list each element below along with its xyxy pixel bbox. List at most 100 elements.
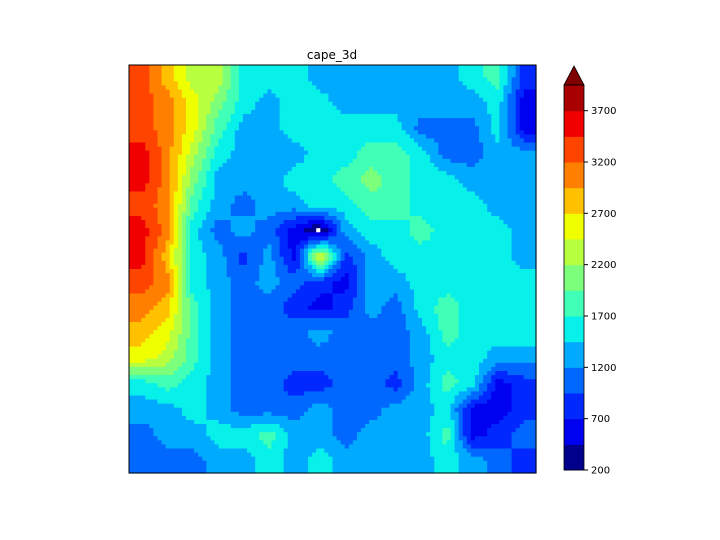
- contour-fill-cell: [308, 464, 334, 470]
- contour-fill-cell: [352, 260, 366, 266]
- contour-fill-cell: [185, 97, 199, 103]
- contour-fill-cell: [218, 138, 236, 144]
- contour-fill-cell: [161, 146, 171, 152]
- contour-fill-cell: [299, 256, 305, 262]
- contour-fill-cell: [462, 407, 472, 413]
- contour-fill-cell: [344, 191, 411, 197]
- contour-fill-cell: [438, 301, 460, 307]
- contour-fill-cell: [181, 175, 191, 180]
- contour-fill-cell: [308, 252, 313, 258]
- contour-fill-cell: [304, 256, 309, 262]
- contour-fill-cell: [304, 260, 309, 266]
- contour-fill-cell: [206, 256, 228, 262]
- contour-fill-cell: [450, 342, 537, 348]
- contour-fill-cell: [442, 436, 452, 441]
- contour-fill-cell: [434, 358, 484, 364]
- contour-fill-cell: [458, 305, 537, 311]
- contour-fill-cell: [328, 228, 334, 233]
- contour-fill-cell: [279, 118, 399, 123]
- contour-fill-cell: [511, 248, 537, 254]
- contour-fill-cell: [210, 330, 232, 335]
- contour-fill-cell: [401, 305, 415, 311]
- contour-fill-cell: [149, 89, 171, 95]
- contour-fill-cell: [291, 167, 342, 172]
- contour-fill-cell: [515, 260, 537, 266]
- contour-fill-cell: [283, 456, 309, 462]
- contour-fill-cell: [519, 85, 537, 91]
- contour-fill-cell: [177, 244, 183, 250]
- contour-fill-cell: [226, 89, 240, 95]
- contour-fill-cell: [287, 264, 301, 270]
- contour-fill-cell: [279, 424, 334, 429]
- contour-fill-cell: [332, 301, 354, 307]
- contour-fill-cell: [495, 379, 505, 384]
- contour-fill-cell: [511, 240, 537, 246]
- contour-fill-cell: [169, 232, 175, 237]
- contour-fill-cell: [397, 269, 537, 274]
- contour-fill-cell: [177, 273, 183, 278]
- contour-fill-cell: [479, 383, 488, 388]
- contour-fill-cell: [169, 150, 183, 156]
- contour-fill-cell: [434, 403, 452, 409]
- contour-fill-cell: [181, 293, 187, 299]
- contour-fill-cell: [458, 69, 484, 74]
- contour-fill-cell: [129, 297, 163, 303]
- contour-fill-cell: [210, 142, 220, 148]
- contour-fill-cell: [181, 240, 187, 246]
- contour-fill-cell: [149, 73, 163, 78]
- contour-fill-cell: [381, 183, 411, 188]
- contour-fill-cell: [336, 269, 358, 274]
- contour-fill-cell: [515, 113, 521, 119]
- contour-fill-cell: [185, 346, 199, 352]
- contour-fill-cell: [344, 232, 362, 237]
- contour-fill-cell: [348, 195, 411, 201]
- contour-fill-cell: [340, 264, 358, 270]
- contour-fill-cell: [206, 150, 216, 156]
- contour-fill-cell: [275, 432, 289, 437]
- contour-fill-cell: [491, 391, 513, 397]
- contour-fill-cell: [129, 97, 155, 103]
- contour-fill-cell: [149, 150, 163, 156]
- contour-fill-cell: [275, 232, 289, 237]
- contour-fill-cell: [336, 232, 346, 237]
- contour-fill-cell: [511, 232, 537, 237]
- contour-fill-cell: [202, 240, 220, 246]
- contour-fill-cell: [177, 162, 187, 168]
- contour-fill-cell: [214, 118, 232, 123]
- contour-fill-cell: [202, 220, 216, 225]
- contour-fill-cell: [190, 273, 207, 278]
- contour-fill-cell: [185, 101, 199, 107]
- contour-fill-cell: [356, 273, 366, 278]
- contour-fill-cell: [462, 432, 472, 437]
- contour-fill-cell: [393, 264, 521, 270]
- contour-fill-cell: [381, 175, 411, 180]
- contour-fill-cell: [304, 199, 354, 205]
- contour-fill-cell: [230, 289, 264, 295]
- contour-fill-cell: [149, 309, 171, 315]
- contour-fill-cell: [405, 313, 419, 319]
- contour-fill-cell: [409, 158, 431, 164]
- contour-fill-cell: [340, 260, 354, 266]
- contour-fill-cell: [129, 101, 155, 107]
- contour-fill-cell: [173, 69, 187, 74]
- contour-fill-cell: [169, 191, 175, 197]
- contour-fill-cell: [222, 73, 232, 78]
- contour-fill-cell: [173, 215, 179, 221]
- contour-fill-cell: [161, 297, 171, 303]
- contour-fill-cell: [129, 73, 150, 78]
- contour-fill-cell: [190, 256, 207, 262]
- contour-fill-cell: [177, 309, 183, 315]
- contour-fill-cell: [287, 228, 305, 233]
- contour-fill-cell: [324, 269, 330, 274]
- contour-fill-cell: [365, 252, 382, 258]
- contour-fill-cell: [198, 301, 211, 307]
- contour-fill-cell: [202, 248, 224, 254]
- contour-fill-cell: [198, 150, 207, 156]
- contour-fill-cell: [259, 273, 277, 278]
- contour-fill-cell: [234, 134, 289, 140]
- contour-fill-cell: [332, 424, 366, 429]
- contour-fill-cell: [206, 126, 216, 131]
- contour-fill-cell: [218, 240, 281, 246]
- contour-fill-cell: [515, 428, 537, 433]
- contour-fill-cell: [491, 118, 500, 123]
